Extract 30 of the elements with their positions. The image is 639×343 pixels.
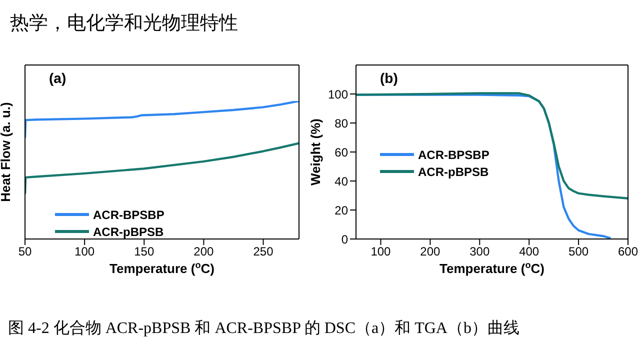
x-axis-title: Temperature ($^{o}$C) xyxy=(109,260,215,276)
x-tick-label: 500 xyxy=(568,244,589,259)
y-tick-label: 40 xyxy=(334,174,348,188)
x-tick-label: 200 xyxy=(420,244,441,259)
x-tick-label: 100 xyxy=(74,244,95,259)
legend-label: ACR-pBPSB xyxy=(418,164,489,178)
y-tick-label: 0 xyxy=(341,232,348,246)
x-tick-label: 400 xyxy=(519,244,540,259)
x-tick-label: 50 xyxy=(18,244,32,259)
legend-label: ACR-pBPSB xyxy=(93,224,164,238)
x-tick-label: 600 xyxy=(618,244,638,259)
y-tick-label: 60 xyxy=(334,145,348,160)
y-axis-title: Heat Flow (a. u.) xyxy=(0,102,13,202)
chart-title: 热学，电化学和光物理特性 xyxy=(10,11,238,36)
x-tick-label: 100 xyxy=(370,244,392,259)
x-tick-label: 150 xyxy=(134,244,154,259)
y-axis-title: Weight (%) xyxy=(308,118,323,186)
legend-label: ACR-BPSBP xyxy=(93,208,164,222)
line-series xyxy=(356,92,628,200)
caption: 图 4-2 化合物 ACR-pBPSB 和 ACR-BPSBP 的 DSC（a）和 TGA（b）曲线 xyxy=(8,318,520,339)
x-tick-label: 200 xyxy=(194,244,214,259)
y-tick-label: 20 xyxy=(334,203,348,218)
x-tick-label: 300 xyxy=(470,244,490,259)
y-tick-label: 80 xyxy=(334,116,348,130)
text: (a) xyxy=(49,70,66,86)
y-tick-label: 100 xyxy=(328,87,348,102)
legend-label: ACR-BPSBP xyxy=(418,148,490,162)
x-tick-label: 250 xyxy=(253,244,274,259)
annotation: (b) xyxy=(380,70,398,86)
x-axis-title: Temperature ($^{o}$C) xyxy=(439,260,545,276)
